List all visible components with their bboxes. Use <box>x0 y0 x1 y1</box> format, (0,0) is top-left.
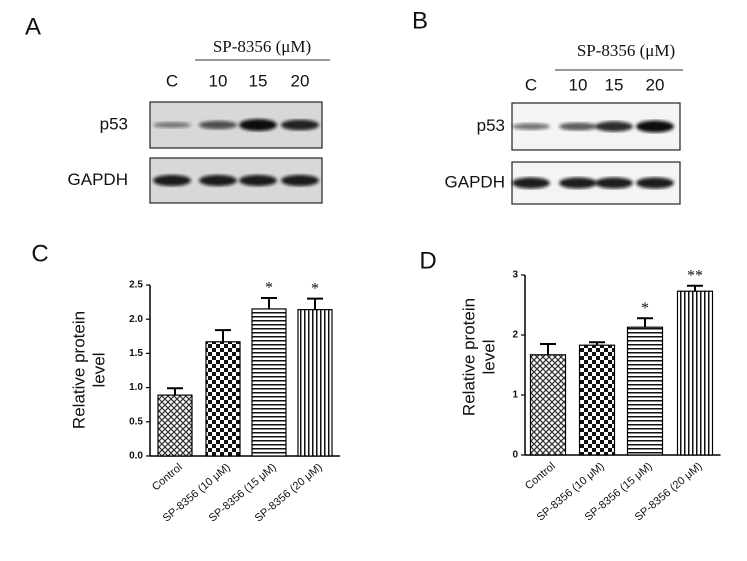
significance: ** <box>687 267 703 284</box>
error-bar <box>167 387 183 396</box>
blot-band <box>636 120 674 133</box>
y-axis-label-line: level <box>479 340 498 375</box>
blot-band <box>559 122 597 131</box>
blot-band <box>281 119 319 131</box>
bar <box>205 341 241 457</box>
treatment-label: SP-8356 (μM) <box>213 37 311 56</box>
panel-label: C <box>31 240 48 267</box>
bar <box>297 309 333 457</box>
error-bar <box>261 296 277 309</box>
row-label: GAPDH <box>68 170 128 189</box>
blot-band <box>153 122 191 128</box>
error-bar <box>540 343 556 355</box>
lane-label: C <box>525 75 537 94</box>
lane-label: 20 <box>646 75 665 94</box>
y-tick-label: 0 <box>512 450 518 461</box>
y-axis-label-line: level <box>89 353 108 388</box>
y-axis-label: Relative protein level <box>69 311 108 429</box>
blot-band <box>512 123 550 130</box>
bar <box>626 326 664 456</box>
blot-band <box>199 120 237 130</box>
y-axis-label: Relative protein level <box>459 298 498 416</box>
lane-label: C <box>166 71 178 90</box>
blot-band <box>512 177 550 189</box>
y-tick-label: 1.0 <box>129 382 143 393</box>
y-axis-label-line: Relative protein <box>69 311 88 429</box>
blot-band <box>239 174 277 187</box>
x-tick-label: Control <box>523 460 558 492</box>
blot-band <box>153 174 191 187</box>
lane-label: 15 <box>605 75 624 94</box>
blot-band <box>559 177 597 189</box>
bar <box>676 290 714 456</box>
y-tick-label: 0.0 <box>129 451 143 462</box>
bar <box>251 308 287 457</box>
lane-label: 10 <box>209 71 228 90</box>
blot-band <box>199 174 237 187</box>
y-tick-label: 1.5 <box>129 348 143 359</box>
significance: * <box>641 300 649 317</box>
error-bar <box>307 297 323 310</box>
blot-band <box>239 119 277 131</box>
panel-label: D <box>419 247 436 274</box>
blot-band <box>636 177 674 189</box>
panel-label: A <box>25 13 41 40</box>
blot-band <box>595 177 633 189</box>
lane-label: 10 <box>569 75 588 94</box>
blot-band <box>281 174 319 187</box>
significance: * <box>265 280 273 297</box>
y-tick-label: 2.0 <box>129 314 143 325</box>
x-tick-label: Control <box>150 461 185 493</box>
row-label: p53 <box>477 116 505 135</box>
lane-label: 15 <box>249 71 268 90</box>
bar <box>578 344 616 456</box>
error-bar <box>637 317 653 328</box>
bar <box>529 354 567 456</box>
y-tick-label: 0.5 <box>129 416 143 427</box>
y-tick-label: 2.5 <box>129 280 143 291</box>
lane-label: 20 <box>291 71 310 90</box>
y-tick-label: 1 <box>512 390 518 401</box>
error-bar <box>589 341 605 346</box>
y-axis-label-line: Relative protein <box>459 298 478 416</box>
y-tick-label: 2 <box>512 330 518 341</box>
y-tick-label: 3 <box>512 270 518 281</box>
panel-label: B <box>412 7 428 34</box>
treatment-label: SP-8356 (μM) <box>577 41 675 60</box>
blot-band <box>595 121 633 132</box>
significance: * <box>311 280 319 297</box>
bar <box>157 394 193 457</box>
error-bar <box>687 284 703 292</box>
row-label: GAPDH <box>445 172 505 191</box>
row-label: p53 <box>100 114 128 133</box>
error-bar <box>215 329 231 342</box>
